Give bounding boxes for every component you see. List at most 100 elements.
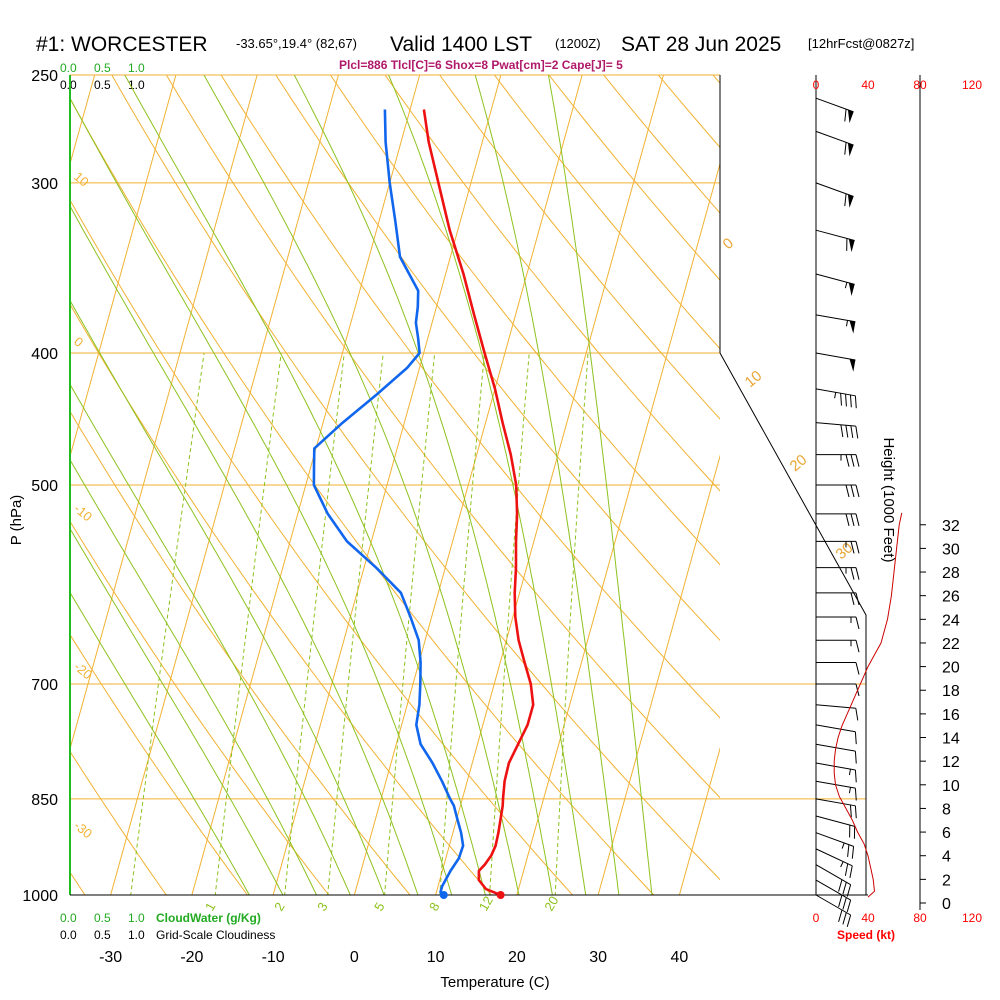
dry-adiabat-label: -20: [71, 659, 95, 683]
wind-barb: [815, 97, 854, 124]
height-tick-20: 20: [942, 660, 960, 677]
wind-barb: [816, 662, 860, 675]
isotherm--10: [272, 75, 502, 895]
isotherm--50: [70, 75, 177, 459]
isotherm-label: 0: [720, 235, 737, 253]
dry-adiabat: [384, 75, 720, 492]
mixing-ratio-line: [327, 352, 384, 895]
height-tick-30: 30: [942, 541, 960, 558]
speed-tick-labels-top: 0 40 80 120: [813, 78, 983, 92]
sounding-profiles: [312, 109, 535, 895]
height-tick-18: 18: [942, 683, 960, 700]
wind-barb: [815, 724, 857, 745]
dewpoint-profile-line: [312, 109, 465, 895]
mixing-ratio-line: [384, 352, 436, 895]
forecast-date: SAT 28 Jun 2025: [621, 33, 781, 56]
mixing-ratio-label: 8: [426, 900, 443, 914]
height-tick-6: 6: [942, 825, 951, 842]
cloudiness-legend: 0.0 0.5 1.0 Grid-Scale Cloudiness: [60, 928, 275, 942]
isotherm-50: [761, 75, 989, 895]
wind-barb: [816, 484, 860, 498]
cloudwater-tick-0: 0.0: [60, 911, 77, 925]
wind-barb: [816, 592, 860, 605]
dry-adiabat-label: -30: [71, 818, 95, 842]
height-axis-title: Height (1000 Feet): [880, 437, 897, 562]
height-tick-16: 16: [942, 707, 960, 724]
cloudiness-scale-top: 0.0 0.5 1.0: [60, 78, 145, 92]
speed-tick-top-80: 80: [913, 78, 927, 92]
mixing-ratio-label: 12: [476, 893, 496, 913]
dry-adiabat-label: 0: [71, 334, 86, 350]
dry-adiabat: [70, 303, 492, 895]
wind-barb: [815, 864, 852, 897]
mixing-ratio-lines: [130, 352, 589, 895]
wind-barb: [816, 513, 860, 526]
dry-adiabat-label: 10: [71, 169, 92, 190]
dry-adiabat: [70, 750, 167, 895]
dry-adiabat: [439, 75, 720, 420]
mixing-ratio-line: [214, 352, 282, 895]
pressure-tick-700: 700: [31, 677, 58, 694]
wind-barb: [815, 762, 857, 783]
dry-adiabat: [603, 75, 720, 214]
height-tick-24: 24: [942, 612, 960, 629]
speed-tick-top-40: 40: [861, 78, 875, 92]
temperature-tick-30: 30: [589, 949, 607, 966]
wind-barb: [815, 815, 856, 839]
speed-axis-title: Speed (kt): [837, 928, 895, 942]
speed-tick-labels-bottom: 0 40 80 120: [813, 911, 983, 925]
pressure-tick-850: 850: [31, 792, 58, 809]
isotherm-10: [435, 75, 664, 895]
moist-adiabat: [70, 591, 250, 895]
height-tick-0: 0: [942, 896, 951, 913]
wind-barb: [816, 454, 860, 467]
temperature-profile-line: [422, 109, 535, 895]
dry-adiabat-lines: [0, 51, 720, 924]
cloudwater-scale-top: 0.0 0.5 1.0: [60, 61, 145, 75]
moist-adiabat: [388, 75, 587, 895]
speed-tick-top-120: 120: [962, 78, 982, 92]
wind-barb: [815, 273, 855, 296]
wind-barb: [816, 683, 860, 697]
mixing-ratio-line: [284, 352, 345, 895]
wind-barb: [815, 130, 854, 157]
moist-adiabat: [474, 75, 620, 895]
dry-adiabat: [165, 75, 720, 799]
pressure-tick-500: 500: [31, 478, 58, 495]
pressure-tick-400: 400: [31, 346, 58, 363]
wind-barb: [815, 780, 857, 801]
dry-adiabat: [220, 75, 720, 719]
temperature-tick-10: 10: [427, 949, 445, 966]
valid-time: Valid 1400 LST: [390, 33, 532, 56]
wind-barb: [816, 567, 860, 580]
isotherm--40: [70, 75, 258, 751]
moist-adiabat: [547, 75, 653, 895]
isotherm-40: [678, 746, 720, 895]
moist-adiabat: [70, 527, 284, 895]
cloudwater-label: CloudWater (g/Kg): [156, 911, 261, 925]
wind-barb: [815, 229, 855, 253]
cloudiness-tick-top-1: 0.5: [94, 78, 111, 92]
moist-adiabat: [70, 204, 419, 895]
station-title: #1: WORCESTER: [36, 33, 208, 56]
dry-adiabat: [0, 51, 22, 924]
zulu-time: (1200Z): [555, 36, 601, 51]
wind-barb: [816, 639, 860, 653]
height-tick-26: 26: [942, 589, 960, 606]
dry-adiabat: [493, 75, 720, 350]
cloudiness-tick-2: 1.0: [128, 928, 145, 942]
wind-barb: [815, 314, 856, 334]
temperature-tick--10: -10: [262, 949, 285, 966]
mixing-ratio-line: [439, 352, 485, 895]
mixing-ratio-label: 5: [371, 900, 388, 914]
moist-adiabat-lines: [70, 75, 653, 895]
wind-speed-profile: [833, 512, 903, 898]
dry-adiabat: [275, 75, 720, 642]
temperature-tick-20: 20: [508, 949, 526, 966]
wind-barb: [815, 182, 854, 208]
temperature-surface-marker: [496, 891, 505, 899]
moist-adiabat: [70, 97, 453, 895]
mixing-ratio-line: [130, 352, 205, 895]
